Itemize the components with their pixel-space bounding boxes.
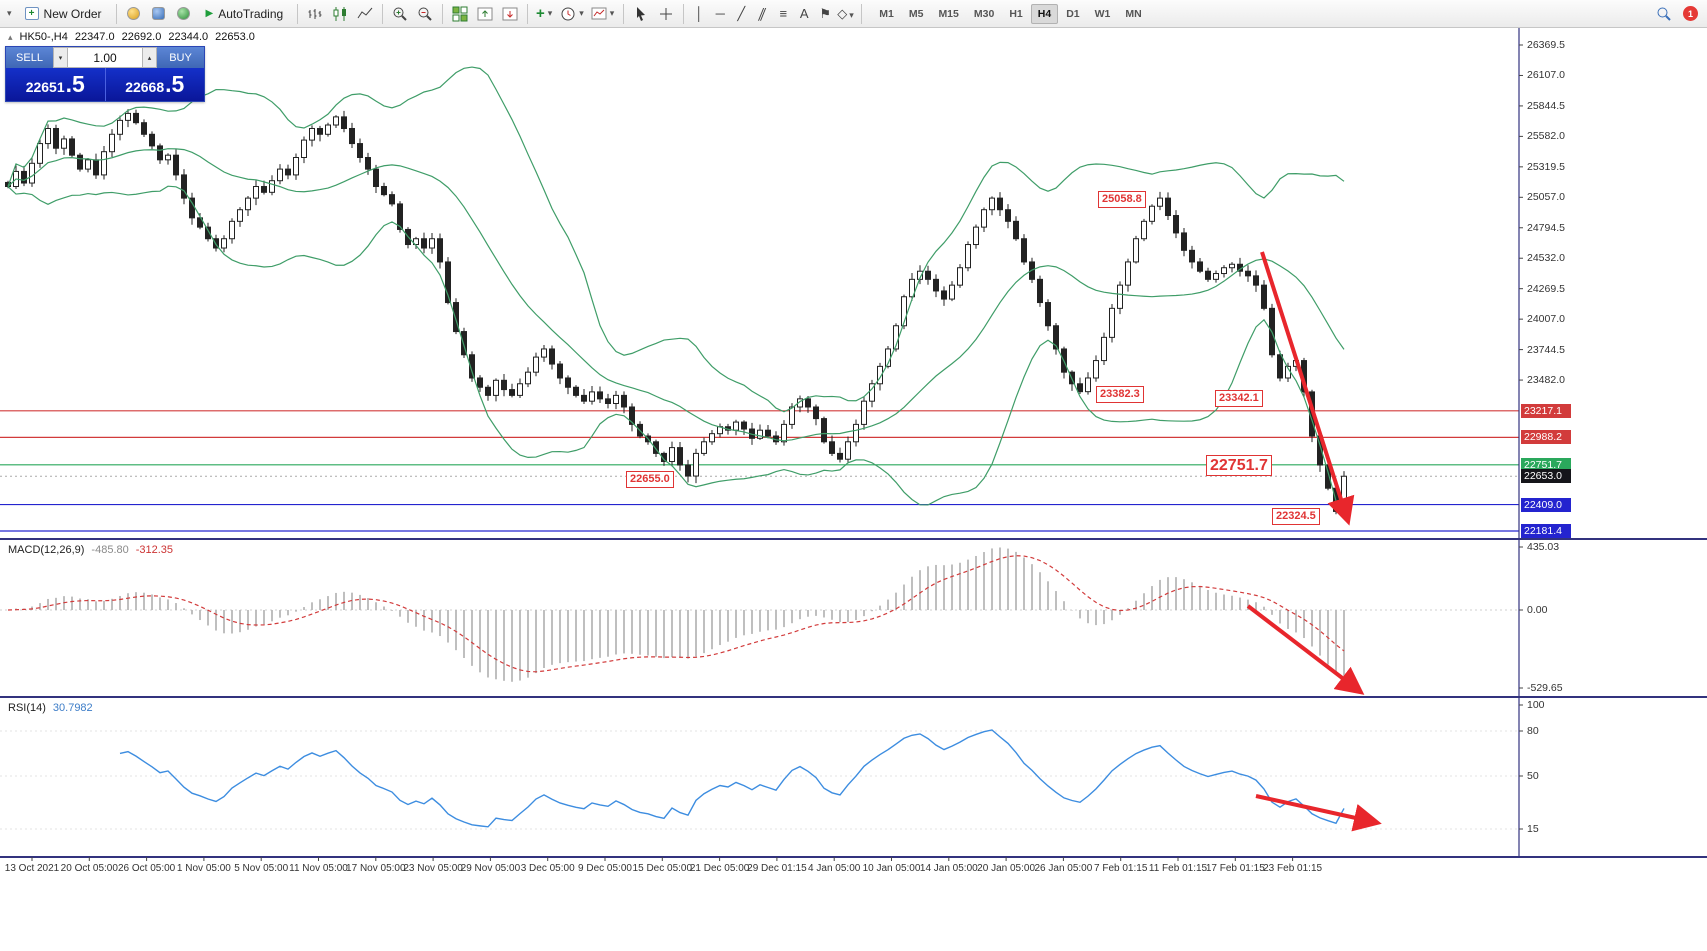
autotrading-button[interactable]: ▶ AutoTrading [198,4,292,24]
horizontal-line-icon[interactable]: ─ [715,6,725,21]
zoom-in-icon[interactable] [389,3,411,25]
volume-input[interactable]: 1.00 [68,47,142,68]
rsi-label: RSI(14) [8,702,46,714]
toolbar-separator [683,3,685,24]
crosshair-icon[interactable] [655,3,677,25]
buy-price-pips: .5 [165,71,185,97]
shapes-dropdown-icon[interactable]: ◇ ▾ [837,5,854,21]
fibonacci-icon[interactable]: ≡ [779,6,788,21]
chart-ohlc-header: ▴ HK50-,H4 22347.0 22692.0 22344.0 22653… [8,31,255,43]
indicator-window-up-icon[interactable] [474,3,496,25]
price-row: 22651 .5 22668 .5 [6,68,204,101]
navigator-icon[interactable] [173,3,195,25]
tab-timeframe-m15[interactable]: M15 [931,4,965,24]
autotrading-play-icon: ▶ [205,8,214,19]
zoom-out-icon[interactable] [414,3,436,25]
timeframe-toolbar: M1 M5 M15 M30 H1 H4 D1 W1 MN [872,3,1148,24]
toolbar-separator [527,3,529,24]
macd-label: MACD(12,26,9) [8,544,85,556]
add-indicator-icon[interactable]: + ▾ [536,4,553,22]
price-divider [104,68,106,101]
label-flag-icon[interactable]: ⚑ [819,5,832,21]
macd-value: -485.80 [91,544,129,556]
buy-price[interactable]: 22668 .5 [106,68,205,101]
equidistant-channel-icon[interactable]: ∥ [756,5,769,21]
sell-button[interactable]: SELL [6,47,53,68]
chart-collapse-triangle-icon[interactable]: ▴ [8,31,13,42]
trendline-icon[interactable]: ╱ [737,5,746,21]
tab-timeframe-m5[interactable]: M5 [902,4,931,24]
toolbar-separator [623,3,625,24]
toolbar-overflow-chevron-icon[interactable]: ▾ [7,8,12,18]
main-toolbar: ▾ + New Order ▶ AutoTrading + ▾ ▾ ▾ │ [0,0,1707,28]
rsi-value: 30.7982 [52,702,93,714]
sell-price-main: 22651 [25,79,65,95]
rsi-header: RSI(14) 30.7982 [8,702,93,714]
line-chart-icon[interactable] [354,3,376,25]
new-order-label: New Order [43,6,102,21]
toolbar-separator [861,3,863,24]
tile-windows-icon[interactable] [449,3,471,25]
tab-timeframe-h4[interactable]: H4 [1030,3,1059,24]
cursor-icon[interactable] [630,3,652,25]
ohlc-high: 22692.0 [121,31,162,43]
expert-advisors-icon[interactable] [123,3,145,25]
text-icon[interactable]: A [799,6,809,21]
ohlc-close: 22653.0 [215,31,255,43]
market-watch-icon[interactable] [148,3,170,25]
indicator-window-down-icon[interactable] [499,3,521,25]
macd-signal-value: -312.35 [135,544,174,556]
macd-header: MACD(12,26,9) -485.80 -312.35 [8,544,173,556]
template-chart-icon[interactable]: ▾ [590,3,618,25]
toolbar-separator [442,3,444,24]
buy-button[interactable]: BUY [157,47,204,68]
symbol-period: HK50-,H4 [19,31,68,43]
volume-decrease-stepper[interactable]: ▾ [53,47,68,68]
candlestick-chart-icon[interactable] [329,3,351,25]
one-click-trading-panel: SELL ▾ 1.00 ▴ BUY 22651 .5 22668 .5 [5,46,205,102]
toolbar-separator [382,3,384,24]
tab-timeframe-w1[interactable]: W1 [1088,4,1118,24]
ohlc-bars-icon[interactable] [304,3,326,25]
notification-badge[interactable]: 1 [1683,6,1698,21]
ohlc-low: 22344.0 [168,31,209,43]
ohlc-open: 22347.0 [74,31,115,43]
vertical-line-icon[interactable]: │ [695,6,704,21]
tab-timeframe-d1[interactable]: D1 [1059,4,1086,24]
new-order-button[interactable]: + New Order [17,4,110,24]
sell-price-pips: .5 [65,71,85,97]
tab-timeframe-m30[interactable]: M30 [967,4,1001,24]
toolbar-separator [297,3,299,24]
sell-price[interactable]: 22651 .5 [6,68,105,101]
search-icon[interactable] [1653,3,1675,25]
autotrading-label: AutoTrading [218,6,284,21]
volume-increase-stepper[interactable]: ▴ [142,47,157,68]
toolbar-separator [115,3,117,24]
tab-timeframe-m1[interactable]: M1 [872,4,901,24]
period-clock-icon[interactable]: ▾ [559,3,587,25]
tab-timeframe-h1[interactable]: H1 [1002,4,1029,24]
toolbar-right: 1 [1653,3,1702,25]
trade-controls-row: SELL ▾ 1.00 ▴ BUY [6,47,204,68]
tab-timeframe-mn[interactable]: MN [1118,4,1148,24]
buy-price-main: 22668 [125,79,165,95]
new-order-icon: + [24,7,39,20]
